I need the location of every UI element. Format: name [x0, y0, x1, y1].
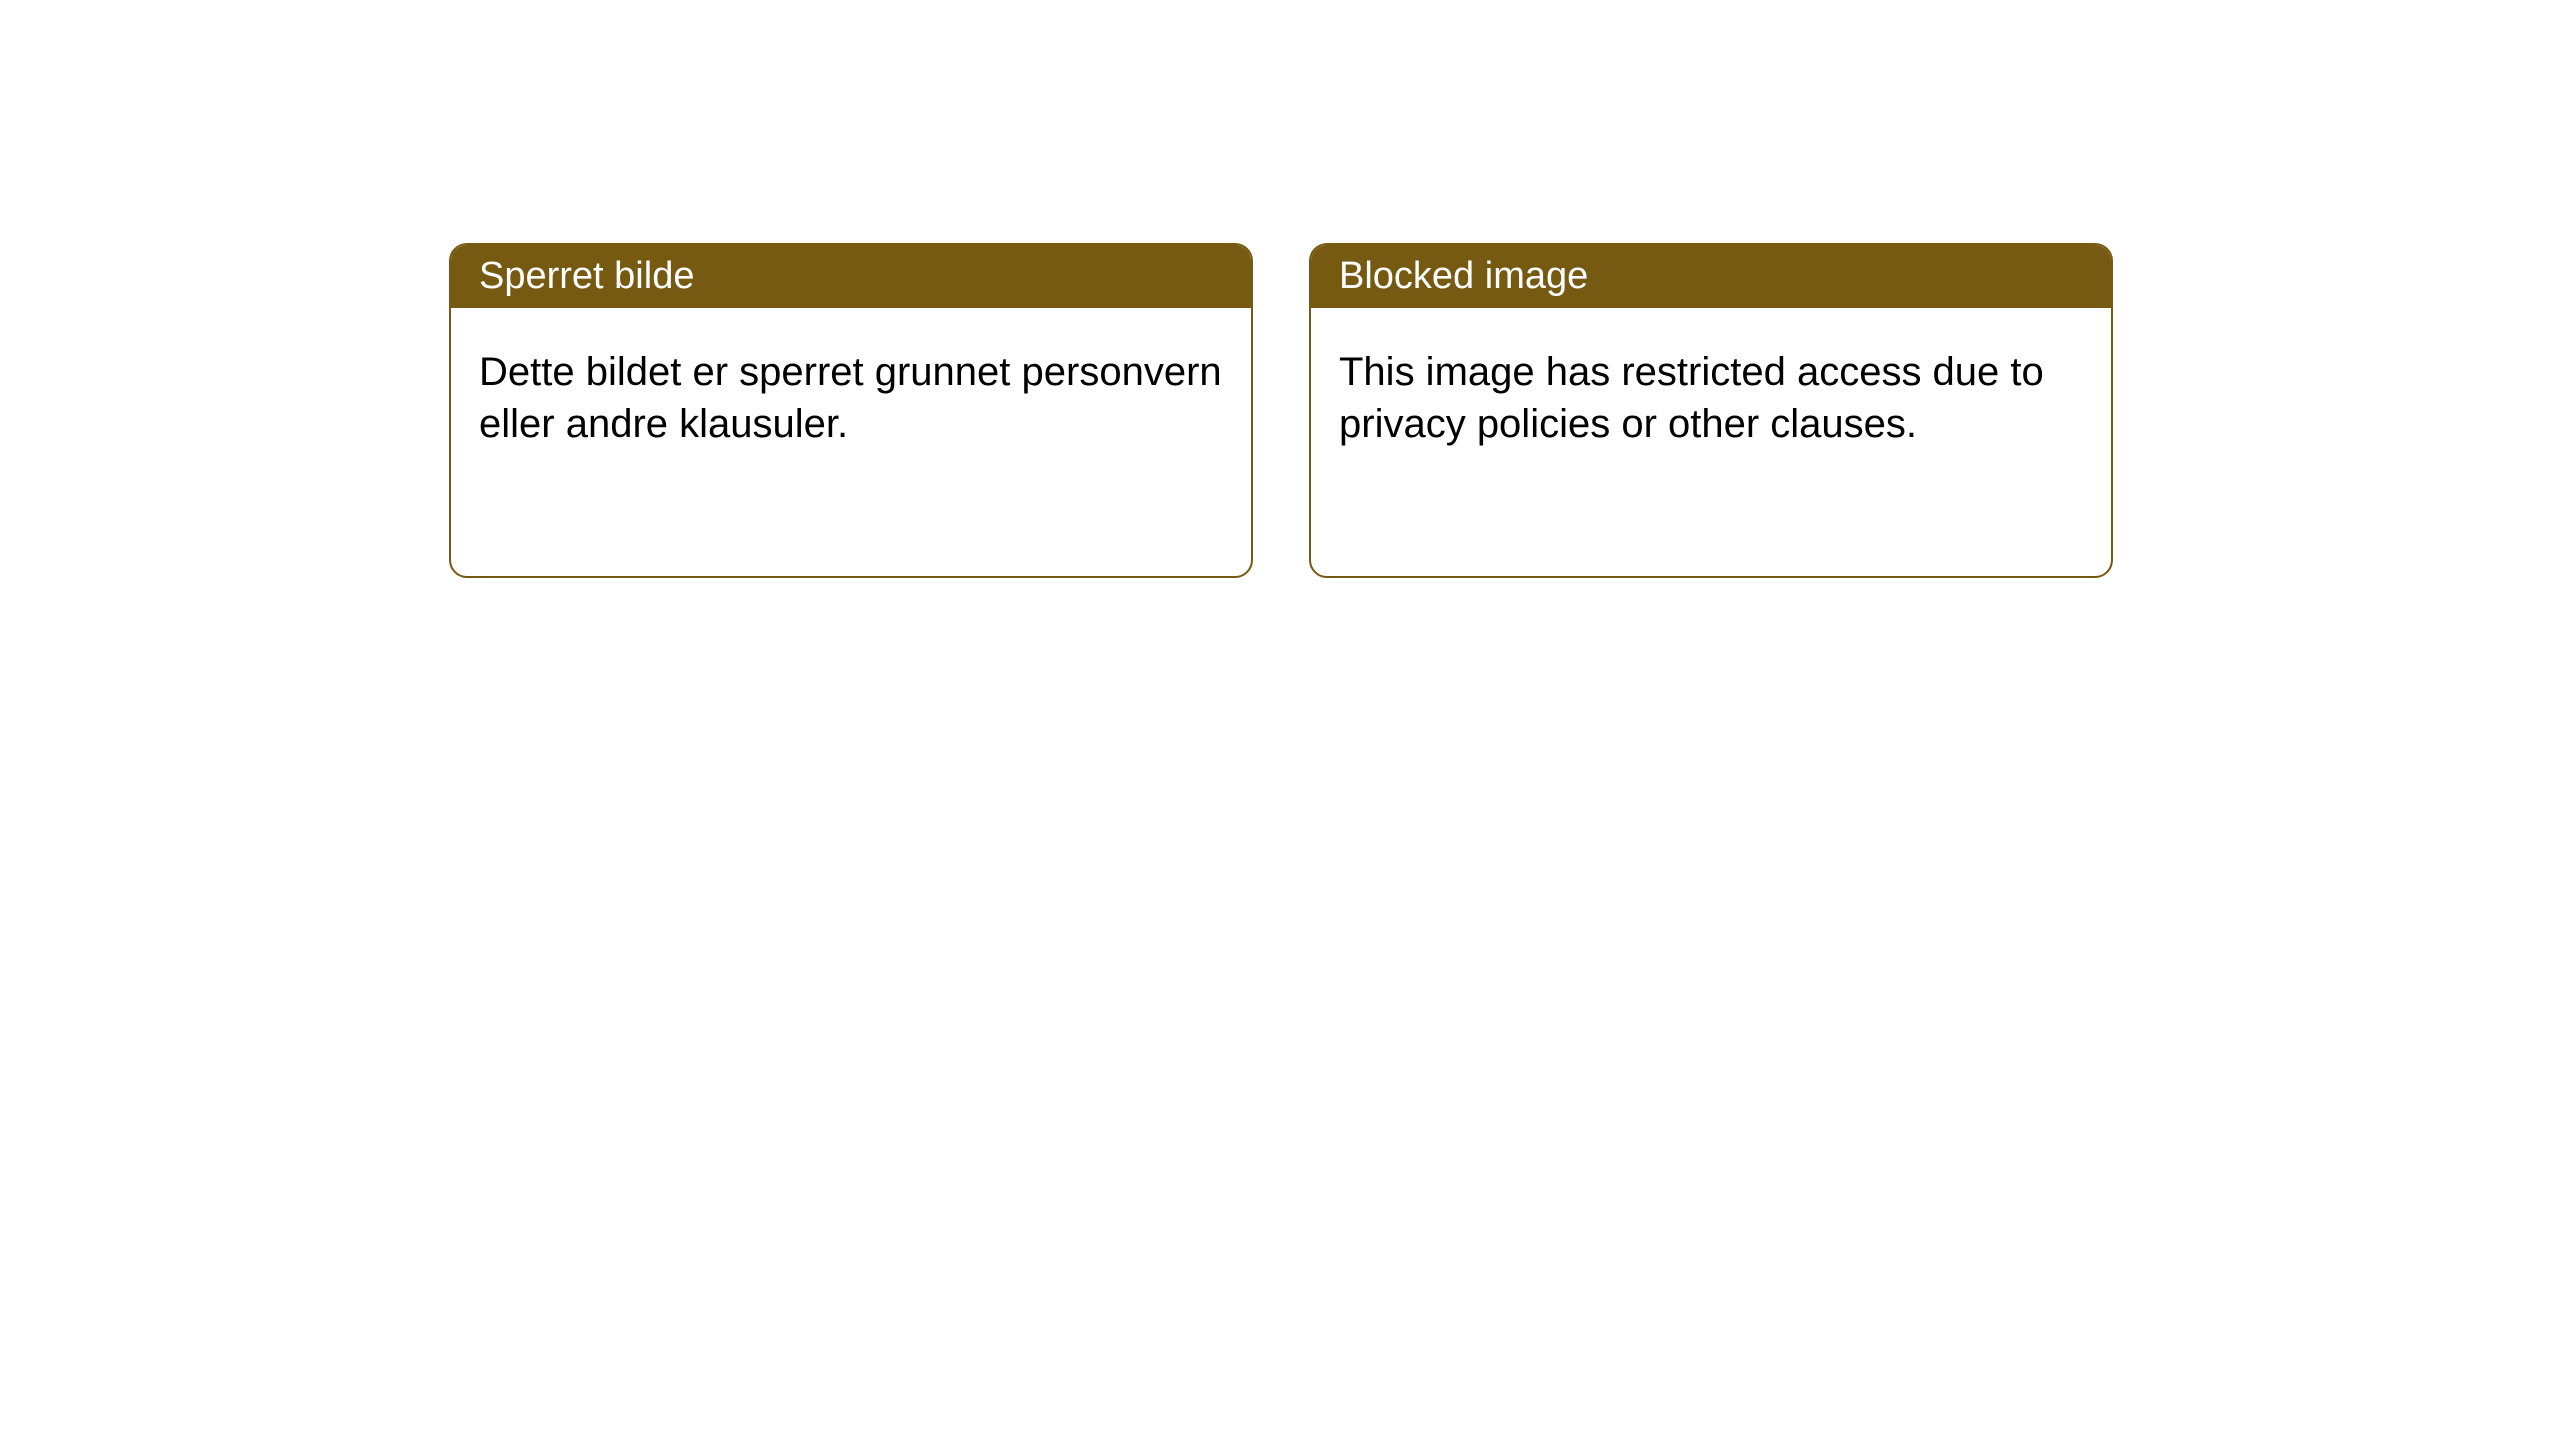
notice-title: Blocked image	[1311, 245, 2111, 308]
notice-box-norwegian: Sperret bilde Dette bildet er sperret gr…	[449, 243, 1253, 578]
notice-body: Dette bildet er sperret grunnet personve…	[451, 308, 1251, 488]
notice-title: Sperret bilde	[451, 245, 1251, 308]
notice-box-english: Blocked image This image has restricted …	[1309, 243, 2113, 578]
notice-container: Sperret bilde Dette bildet er sperret gr…	[0, 0, 2560, 578]
notice-body: This image has restricted access due to …	[1311, 308, 2111, 488]
